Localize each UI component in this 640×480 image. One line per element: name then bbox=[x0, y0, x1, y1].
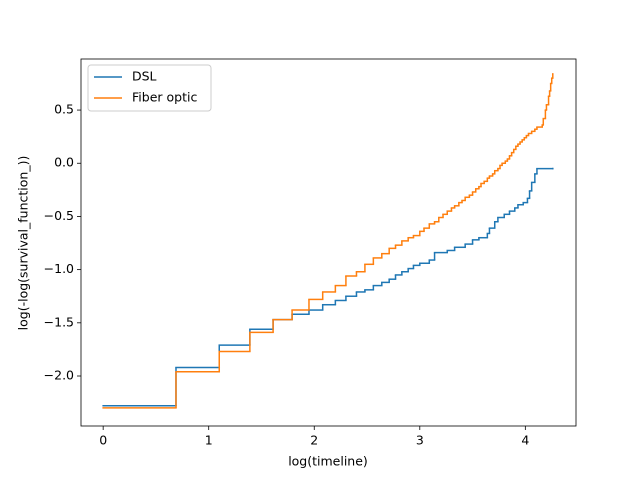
x-tick-label: 4 bbox=[521, 433, 529, 448]
y-tick-label: 0.0 bbox=[54, 155, 74, 170]
x-tick-label: 1 bbox=[205, 433, 213, 448]
y-tick-label: −2.0 bbox=[44, 368, 74, 383]
plot-frame bbox=[80, 58, 577, 427]
x-tick-label: 3 bbox=[416, 433, 424, 448]
x-tick-label: 2 bbox=[310, 433, 318, 448]
y-tick-label: −1.0 bbox=[44, 261, 74, 276]
y-tick-label: 0.5 bbox=[54, 102, 74, 117]
legend-label: DSL bbox=[132, 69, 157, 84]
y-tick-label: −1.5 bbox=[44, 314, 74, 329]
x-tick-label: 0 bbox=[99, 433, 107, 448]
x-axis-label: log(timeline) bbox=[288, 454, 368, 469]
y-tick-label: −0.5 bbox=[44, 208, 74, 223]
y-axis-label: log(-log(survival_function_)) bbox=[16, 156, 31, 331]
legend-label: Fiber optic bbox=[132, 90, 197, 105]
